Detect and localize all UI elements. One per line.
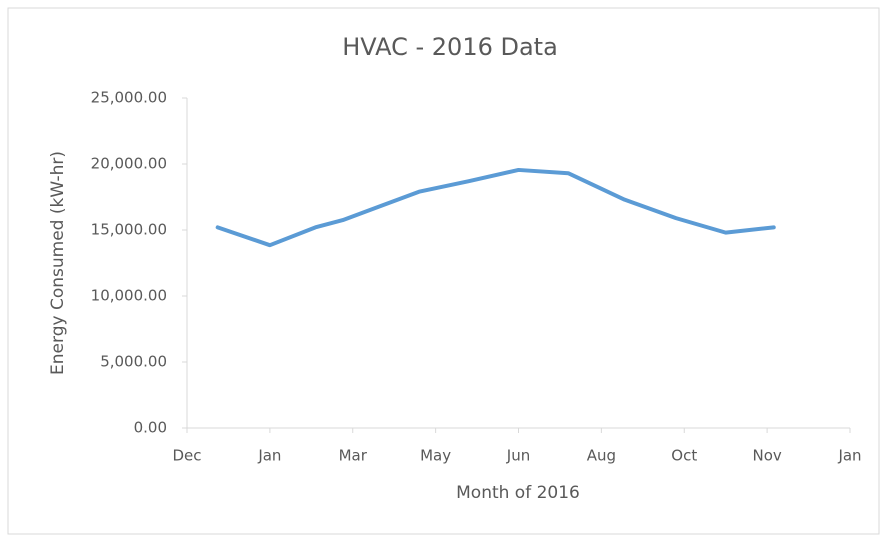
y-tick-label: 15,000.00: [91, 221, 167, 239]
y-tick-label: 20,000.00: [91, 155, 167, 173]
y-tick-label: 0.00: [134, 419, 167, 437]
x-tick-label: Aug: [587, 447, 616, 465]
x-tick-label: Mar: [339, 447, 368, 465]
x-axis-title: Month of 2016: [456, 483, 580, 503]
x-tick-label: May: [420, 447, 451, 465]
data-line: [215, 167, 776, 248]
y-tick-label: 5,000.00: [100, 353, 167, 371]
x-tick-label: Oct: [671, 447, 697, 465]
x-tick-label: Jan: [257, 447, 281, 465]
x-tick-label: Jun: [506, 447, 530, 465]
y-tick-label: 10,000.00: [91, 287, 167, 305]
chart-title: HVAC - 2016 Data: [342, 33, 558, 61]
x-tick-label: Nov: [752, 447, 781, 465]
y-axis-title: Energy Consumed (kW-hr): [48, 151, 68, 375]
y-tick-label: 25,000.00: [91, 89, 167, 107]
chart-border: [7, 7, 880, 535]
x-tick-label: Dec: [172, 447, 201, 465]
x-tick-label: Jan: [837, 447, 861, 465]
